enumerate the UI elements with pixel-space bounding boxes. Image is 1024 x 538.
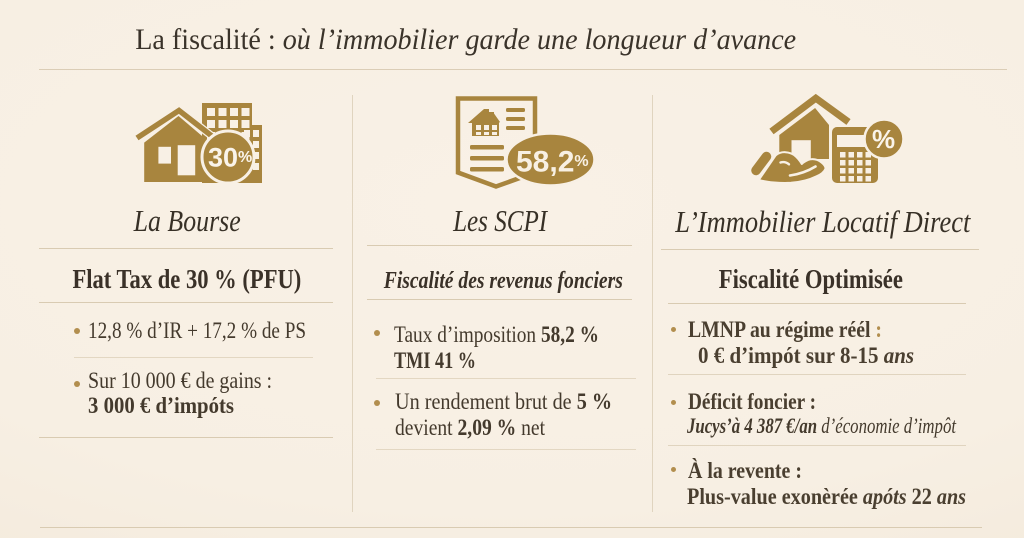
svg-text:%: % [872, 124, 895, 154]
